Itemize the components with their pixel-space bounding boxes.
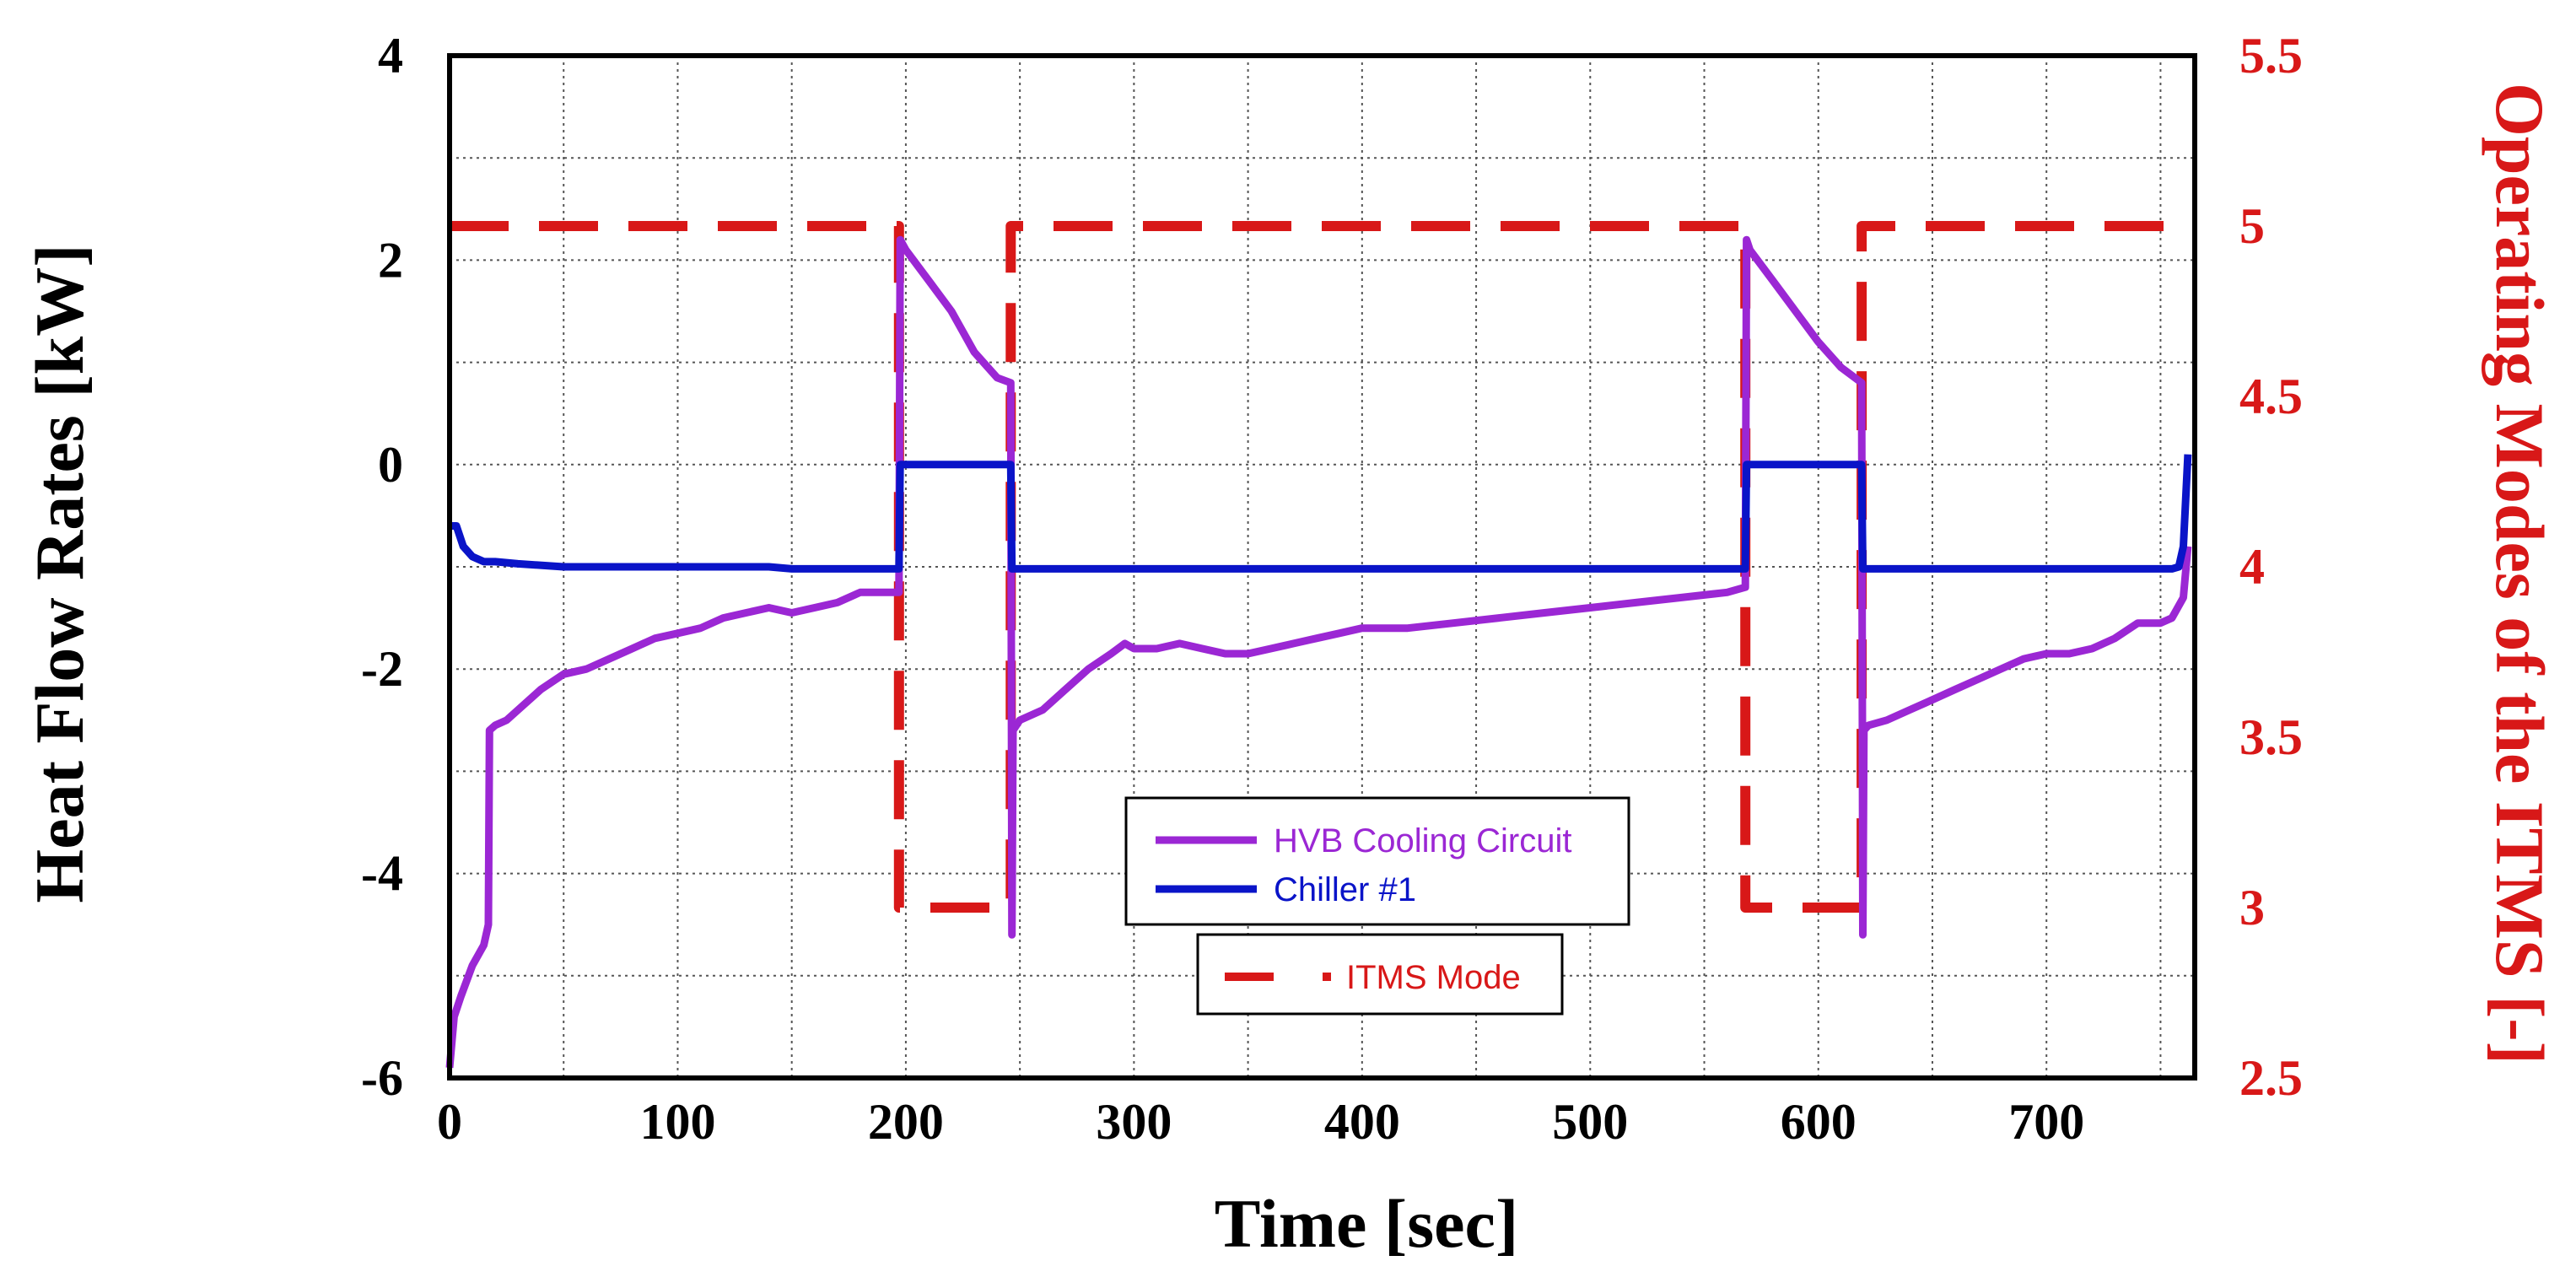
legend-label-hvb: HVB Cooling Circuit <box>1274 822 1571 860</box>
plot-frame <box>447 53 2197 1081</box>
series-line-hvb-cooling-circuit <box>445 235 2192 1069</box>
legend-frame <box>1124 796 1630 926</box>
legend-label-chiller: Chiller #1 <box>1274 871 1416 908</box>
y2-tick-label: 4 <box>2239 539 2265 595</box>
series-layer <box>445 221 2195 1069</box>
x-tick-label: 500 <box>1552 1094 1628 1150</box>
x-tick-label: 100 <box>639 1094 715 1150</box>
y2-tick-label: 2.5 <box>2239 1050 2303 1106</box>
y2-tick-label: 3.5 <box>2239 709 2303 765</box>
x-tick-label: 400 <box>1324 1094 1400 1150</box>
y-tick-label: -4 <box>361 846 403 902</box>
y-tick-labels: -6 -4 -2 0 2 4 <box>361 28 403 1106</box>
x-tick-label: 600 <box>1781 1094 1857 1150</box>
series-line-chiller-1 <box>450 454 2192 573</box>
legend-box: HVB Cooling Circuit Chiller #1 <box>1124 796 1630 926</box>
legend-box-itms: ITMS Mode <box>1196 933 1564 1016</box>
legend-label-itms: ITMS Mode <box>1346 959 1521 996</box>
y2-tick-labels: 2.5 3 3.5 4 4.5 5 5.5 <box>2239 28 2303 1106</box>
y-tick-label: 0 <box>378 437 403 493</box>
y-tick-label: -2 <box>361 641 403 697</box>
x-tick-labels: 0 100 200 300 400 500 600 700 <box>437 1094 2084 1150</box>
x-tick-label: 300 <box>1096 1094 1172 1150</box>
y-axis-title: Heat Flow Rates [kW] <box>21 244 98 903</box>
x-tick-label: 200 <box>868 1094 944 1150</box>
x-axis-title: Time [sec] <box>1215 1185 1519 1262</box>
y2-tick-label: 5 <box>2239 198 2265 254</box>
y2-tick-label: 5.5 <box>2239 28 2303 84</box>
y-tick-label: 4 <box>378 28 403 84</box>
x-tick-label: 700 <box>2008 1094 2084 1150</box>
x-tick-label: 0 <box>437 1094 462 1150</box>
y-tick-label: -6 <box>361 1050 403 1106</box>
y2-axis-title: Operating Modes of the ITMS [-] <box>2482 83 2558 1064</box>
y-tick-label: 2 <box>378 232 403 288</box>
y2-tick-label: 4.5 <box>2239 369 2303 424</box>
y2-tick-label: 3 <box>2239 880 2265 935</box>
